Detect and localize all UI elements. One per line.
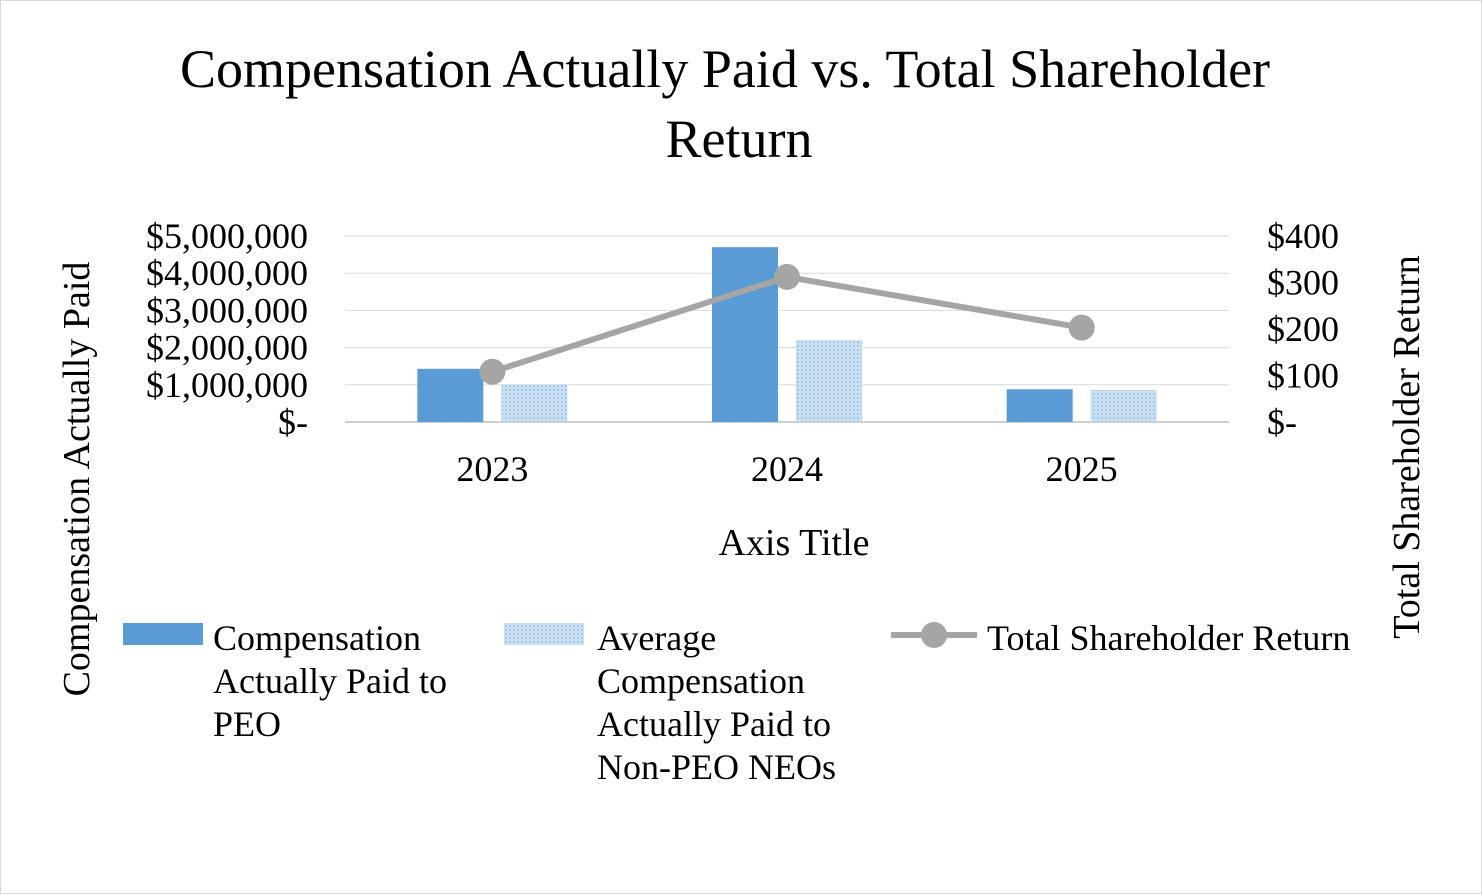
legend-swatch-tsr-marker bbox=[921, 622, 947, 648]
y2-axis-ticks: $- $100 $200 $300 $400 bbox=[1267, 216, 1339, 442]
y2-tick-label: $- bbox=[1267, 402, 1297, 442]
x-axis-ticks: 2023 2024 2025 bbox=[456, 449, 1117, 489]
y-tick-label: $4,000,000 bbox=[146, 253, 308, 293]
y-tick-label: $3,000,000 bbox=[146, 290, 308, 330]
legend-line: Actually Paid to bbox=[213, 661, 447, 701]
bars bbox=[417, 247, 1157, 422]
bar-non-peo bbox=[501, 384, 568, 422]
y-axis-title: Compensation Actually Paid bbox=[56, 262, 98, 697]
legend-swatch-peo bbox=[123, 623, 203, 645]
y2-tick-label: $100 bbox=[1267, 356, 1339, 396]
y2-tick-label: $400 bbox=[1267, 216, 1339, 256]
x-tick-label: 2024 bbox=[751, 449, 823, 489]
y2-tick-label: $300 bbox=[1267, 263, 1339, 303]
bar-non-peo bbox=[1090, 390, 1157, 422]
legend-label-non-peo: Average Compensation Actually Paid to Non-P… bbox=[597, 618, 836, 787]
legend-label-peo: Compensation Actually Paid to PEO bbox=[213, 618, 447, 744]
legend-line: Non-PEO NEOs bbox=[597, 747, 836, 787]
chart-title-line-1: Compensation Actually Paid vs. Total Sha… bbox=[180, 39, 1270, 99]
y2-axis-title: Total Shareholder Return bbox=[1386, 255, 1428, 639]
x-tick-label: 2025 bbox=[1046, 449, 1118, 489]
tsr-point bbox=[1068, 314, 1095, 341]
legend-line: PEO bbox=[213, 704, 281, 744]
x-axis-title: Axis Title bbox=[718, 522, 869, 564]
legend: Compensation Actually Paid to PEO Average C… bbox=[123, 618, 1350, 787]
bar-peo bbox=[712, 247, 778, 422]
y-axis-ticks: $-$1,000,000$2,000,000$3,000,000$4,000,0… bbox=[146, 216, 308, 442]
tsr-point bbox=[479, 358, 506, 385]
bar-peo bbox=[1006, 389, 1073, 422]
legend-line: Compensation bbox=[213, 618, 421, 658]
chart-title-line-2: Return bbox=[666, 109, 813, 169]
tsr-point bbox=[774, 263, 800, 290]
legend-line: Total Shareholder Return bbox=[987, 618, 1350, 658]
y-tick-label: $1,000,000 bbox=[146, 365, 308, 405]
tsr-line bbox=[491, 273, 1083, 375]
legend-line: Actually Paid to bbox=[597, 704, 831, 744]
legend-swatch-non-peo bbox=[504, 623, 584, 645]
y-tick-label: $5,000,000 bbox=[146, 216, 308, 256]
bar-non-peo bbox=[796, 340, 862, 422]
y-tick-label: $- bbox=[278, 402, 308, 442]
bar-peo bbox=[417, 368, 484, 422]
y2-tick-label: $200 bbox=[1267, 309, 1339, 349]
legend-line: Compensation bbox=[597, 661, 805, 701]
line-series bbox=[479, 263, 1095, 385]
y-tick-label: $2,000,000 bbox=[146, 328, 308, 368]
x-tick-label: 2023 bbox=[456, 449, 528, 489]
legend-label-tsr: Total Shareholder Return bbox=[987, 618, 1350, 658]
legend-line: Average bbox=[597, 618, 716, 658]
